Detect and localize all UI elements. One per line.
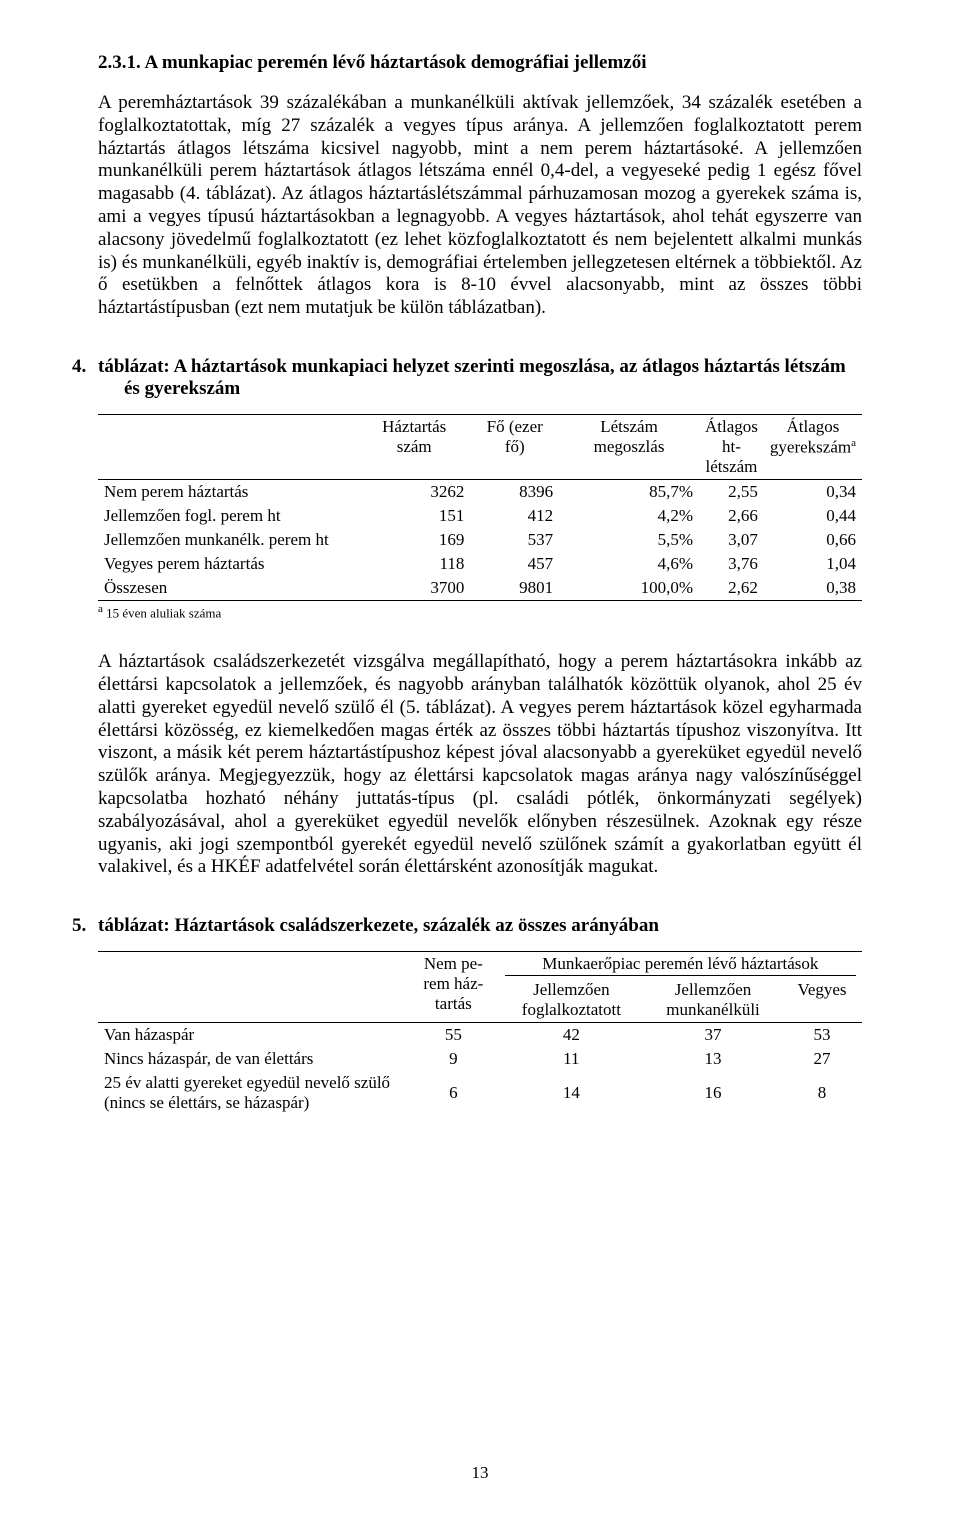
table-row: Nem perem háztartás 3262 8396 85,7% 2,55… (98, 479, 862, 504)
table5-h1: Nem pe- rem ház- tartás (408, 952, 499, 1023)
table-row: Nincs házaspár, de van élettárs 9 11 13 … (98, 1047, 862, 1071)
table4-title: 4.táblázat: A háztartások munkapiaci hel… (98, 356, 862, 400)
section-heading: 2.3.1. A munkapiac peremén lévő háztartá… (98, 52, 862, 74)
paragraph-2: A háztartások családszerkezetét vizsgálv… (98, 651, 862, 879)
table4-h4: Átlagos ht- létszám (699, 414, 764, 479)
table4-h5: Átlagos gyerekszáma (764, 414, 862, 479)
table-row: 25 év alatti gyereket egyedül nevelő szü… (98, 1071, 862, 1115)
table4-h2: Fő (ezer fő) (470, 414, 559, 479)
table4-h1: Háztartás szám (358, 414, 470, 479)
table5-merged-head: Munkaerőpiac peremén lévő háztartások (499, 952, 862, 979)
table4-title-text: táblázat: A háztartások munkapiaci helyz… (124, 356, 854, 400)
page-number: 13 (0, 1463, 960, 1483)
paragraph-1: A peremháztartások 39 százalékában a mun… (98, 92, 862, 320)
table-row: Jellemzően munkanélk. perem ht 169 537 5… (98, 528, 862, 552)
table-row: Jellemzően fogl. perem ht 151 412 4,2% 2… (98, 504, 862, 528)
table5-h3: Jellemzően munkanélküli (644, 978, 782, 1023)
table5: Nem pe- rem ház- tartás Munkaerőpiac per… (98, 951, 862, 1115)
table4: Háztartás szám Fő (ezer fő) Létszám mego… (98, 414, 862, 601)
table5-title: 5.táblázat: Háztartások családszerkezete… (98, 915, 862, 937)
table4-footnote: a 15 éven aluliak száma (98, 603, 862, 621)
table-row: Van házaspár 55 42 37 53 (98, 1023, 862, 1048)
table-row: Vegyes perem háztartás 118 457 4,6% 3,76… (98, 552, 862, 576)
table5-h4: Vegyes (782, 978, 862, 1023)
table5-h2: Jellemzően foglalkoztatott (499, 978, 644, 1023)
table5-title-text: táblázat: Háztartások családszerkezete, … (124, 915, 854, 937)
table4-h3: Létszám megoszlás (559, 414, 699, 479)
table-row: Összesen 3700 9801 100,0% 2,62 0,38 (98, 576, 862, 601)
